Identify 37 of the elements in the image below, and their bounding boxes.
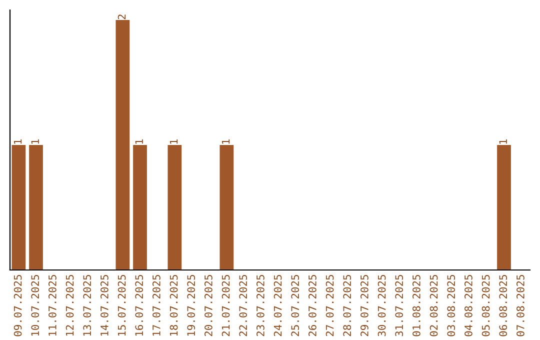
x-tick-label: 28.07.2025 bbox=[343, 275, 352, 336]
x-tick-label: 11.07.2025 bbox=[48, 275, 56, 336]
x-tick-label: 19.07.2025 bbox=[187, 275, 196, 336]
x-tick-label: 12.07.2025 bbox=[66, 275, 74, 336]
x-tick-label: 04.08.2025 bbox=[464, 275, 472, 336]
x-tick-label: 13.07.2025 bbox=[83, 275, 92, 336]
x-tick-label: 31.07.2025 bbox=[395, 275, 404, 336]
data-label: 1 bbox=[135, 139, 143, 144]
x-tick-label: 23.07.2025 bbox=[256, 275, 264, 336]
x-tick-label: 22.07.2025 bbox=[239, 275, 248, 336]
x-tick-label: 21.07.2025 bbox=[222, 275, 230, 336]
x-tick-label: 07.08.2025 bbox=[516, 275, 524, 336]
data-label: 2 bbox=[118, 14, 126, 20]
x-tick-label: 03.08.2025 bbox=[447, 275, 456, 336]
x-tick-label: 29.07.2025 bbox=[360, 275, 368, 336]
x-tick-label: 27.07.2025 bbox=[326, 275, 334, 336]
x-tick-label: 01.08.2025 bbox=[412, 275, 420, 336]
x-tick-label: 24.07.2025 bbox=[274, 275, 282, 336]
data-label: 1 bbox=[170, 139, 178, 144]
x-tick-label: 05.08.2025 bbox=[482, 275, 490, 336]
x-tick-label: 02.08.2025 bbox=[430, 275, 438, 336]
data-label: 1 bbox=[499, 139, 507, 144]
x-tick-label: 16.07.2025 bbox=[135, 275, 144, 336]
x-tick-label: 30.07.2025 bbox=[378, 275, 386, 336]
x-tick-label: 15.07.2025 bbox=[118, 275, 126, 336]
x-tick-label: 18.07.2025 bbox=[170, 275, 178, 336]
x-tick-label: 25.07.2025 bbox=[291, 275, 300, 336]
x-tick-label: 20.07.2025 bbox=[204, 275, 212, 336]
x-tick-label: 17.07.2025 bbox=[152, 275, 160, 336]
x-tick-label: 09.07.2025 bbox=[14, 275, 22, 336]
x-tick-label: 10.07.2025 bbox=[31, 275, 40, 336]
x-tick-label: 26.07.2025 bbox=[308, 275, 316, 336]
x-tick-label: 14.07.2025 bbox=[100, 275, 108, 336]
data-label: 1 bbox=[14, 139, 22, 144]
data-label: 1 bbox=[222, 139, 230, 144]
data-label: 1 bbox=[31, 139, 39, 144]
x-tick-label: 06.08.2025 bbox=[499, 275, 508, 336]
